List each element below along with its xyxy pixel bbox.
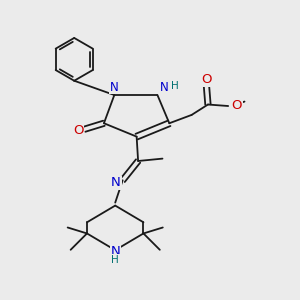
Text: N: N [110,80,119,94]
Text: H: H [111,255,119,265]
Text: N: N [160,80,169,94]
Text: N: N [110,245,120,258]
Text: O: O [201,73,212,86]
Text: O: O [73,124,83,137]
Text: O: O [232,99,242,112]
Text: N: N [111,176,121,189]
Text: H: H [171,81,179,91]
